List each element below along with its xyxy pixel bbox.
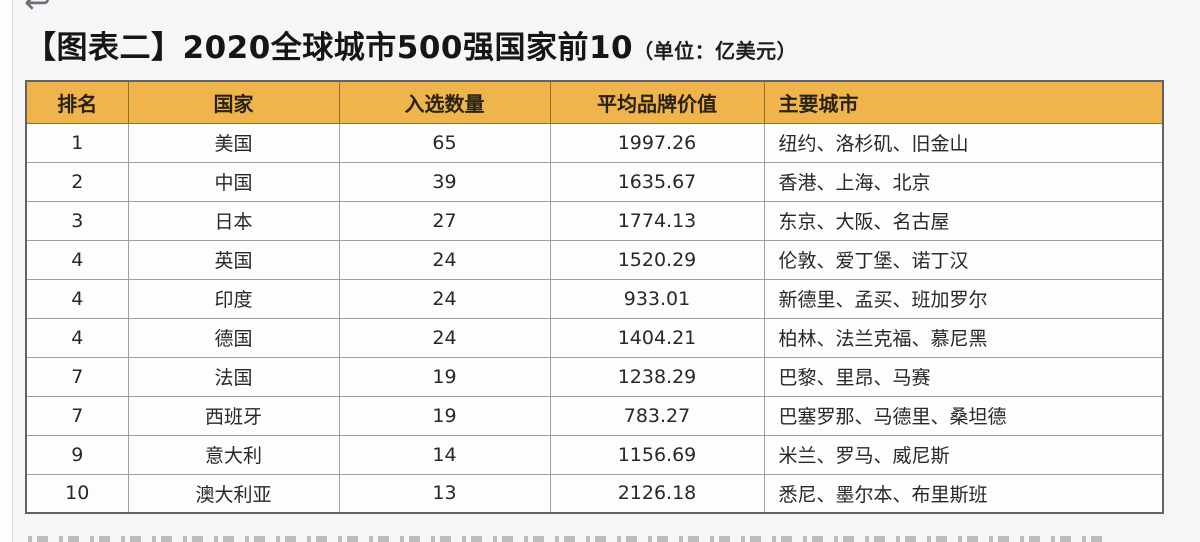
page-title-unit: （单位：亿美元） (633, 39, 798, 63)
cell-cities: 纽约、洛杉矶、旧金山 (763, 122, 1164, 163)
cell-country: 美国 (127, 122, 340, 163)
table-row: 7 西班牙 19 783.27 巴塞罗那、马德里、桑坦德 (25, 395, 1164, 436)
cell-country: 意大利 (127, 434, 340, 475)
cell-cities: 新德里、孟买、班加罗尔 (763, 278, 1164, 319)
page-title-text: 【图表二】2020全球城市500强国家前10 (25, 30, 634, 66)
cell-count: 24 (338, 278, 551, 319)
table-row: 7 法国 19 1238.29 巴黎、里昂、马赛 (25, 356, 1164, 397)
cell-country: 西班牙 (127, 395, 340, 436)
ranking-table: 排名 国家 入选数量 平均品牌价值 主要城市 1 美国 65 1997.26 纽… (25, 80, 1164, 514)
cell-count: 27 (338, 200, 551, 241)
cell-country: 澳大利亚 (127, 473, 340, 514)
col-header-count: 入选数量 (338, 80, 551, 124)
cell-cities: 米兰、罗马、威尼斯 (763, 434, 1164, 475)
table-row: 4 印度 24 933.01 新德里、孟买、班加罗尔 (25, 278, 1164, 319)
cell-country: 中国 (127, 161, 340, 202)
cell-rank: 9 (25, 434, 129, 475)
cell-count: 24 (338, 317, 551, 358)
cell-country: 印度 (127, 278, 340, 319)
cell-rank: 7 (25, 356, 129, 397)
cell-country: 法国 (127, 356, 340, 397)
cell-rank: 4 (25, 239, 129, 280)
col-header-country: 国家 (127, 80, 340, 124)
left-rail (0, 0, 13, 542)
clipped-caption-remnant (28, 536, 1108, 542)
cell-count: 14 (338, 434, 551, 475)
undo-arrow-icon[interactable]: ↩ (24, 0, 51, 21)
cell-avg-value: 1774.13 (549, 200, 765, 241)
cell-avg-value: 1520.29 (549, 239, 765, 280)
table-row: 4 英国 24 1520.29 伦敦、爱丁堡、诺丁汉 (25, 239, 1164, 280)
cell-avg-value: 2126.18 (549, 473, 765, 514)
table-row: 2 中国 39 1635.67 香港、上海、北京 (25, 161, 1164, 202)
cell-country: 德国 (127, 317, 340, 358)
cell-country: 日本 (127, 200, 340, 241)
cell-count: 19 (338, 356, 551, 397)
cell-avg-value: 783.27 (549, 395, 765, 436)
cell-avg-value: 1238.29 (549, 356, 765, 397)
cell-rank: 3 (25, 200, 129, 241)
page-title: 【图表二】2020全球城市500强国家前10（单位：亿美元） (25, 22, 797, 67)
table-header-row: 排名 国家 入选数量 平均品牌价值 主要城市 (25, 80, 1164, 124)
table-row: 1 美国 65 1997.26 纽约、洛杉矶、旧金山 (25, 122, 1164, 163)
cell-rank: 1 (25, 122, 129, 163)
cell-rank: 4 (25, 317, 129, 358)
cell-rank: 10 (25, 473, 129, 514)
cell-rank: 2 (25, 161, 129, 202)
table-row: 4 德国 24 1404.21 柏林、法兰克福、慕尼黑 (25, 317, 1164, 358)
table-body: 1 美国 65 1997.26 纽约、洛杉矶、旧金山 2 中国 39 1635.… (25, 122, 1164, 514)
table-row: 10 澳大利亚 13 2126.18 悉尼、墨尔本、布里斯班 (25, 473, 1164, 514)
cell-count: 19 (338, 395, 551, 436)
cell-avg-value: 1997.26 (549, 122, 765, 163)
cell-cities: 悉尼、墨尔本、布里斯班 (763, 473, 1164, 514)
cell-avg-value: 1635.67 (549, 161, 765, 202)
cell-count: 24 (338, 239, 551, 280)
cell-cities: 柏林、法兰克福、慕尼黑 (763, 317, 1164, 358)
cell-avg-value: 933.01 (549, 278, 765, 319)
cell-count: 65 (338, 122, 551, 163)
table-row: 9 意大利 14 1156.69 米兰、罗马、威尼斯 (25, 434, 1164, 475)
cell-rank: 4 (25, 278, 129, 319)
cell-count: 13 (338, 473, 551, 514)
cell-cities: 巴塞罗那、马德里、桑坦德 (763, 395, 1164, 436)
cell-rank: 7 (25, 395, 129, 436)
table-row: 3 日本 27 1774.13 东京、大阪、名古屋 (25, 200, 1164, 241)
col-header-avg-value: 平均品牌价值 (549, 80, 765, 124)
cell-cities: 伦敦、爱丁堡、诺丁汉 (763, 239, 1164, 280)
table-header: 排名 国家 入选数量 平均品牌价值 主要城市 (25, 80, 1164, 124)
col-header-cities: 主要城市 (763, 80, 1164, 124)
cell-count: 39 (338, 161, 551, 202)
cell-cities: 香港、上海、北京 (763, 161, 1164, 202)
cell-cities: 东京、大阪、名古屋 (763, 200, 1164, 241)
cell-avg-value: 1156.69 (549, 434, 765, 475)
cell-cities: 巴黎、里昂、马赛 (763, 356, 1164, 397)
col-header-rank: 排名 (25, 80, 129, 124)
cell-country: 英国 (127, 239, 340, 280)
cell-avg-value: 1404.21 (549, 317, 765, 358)
